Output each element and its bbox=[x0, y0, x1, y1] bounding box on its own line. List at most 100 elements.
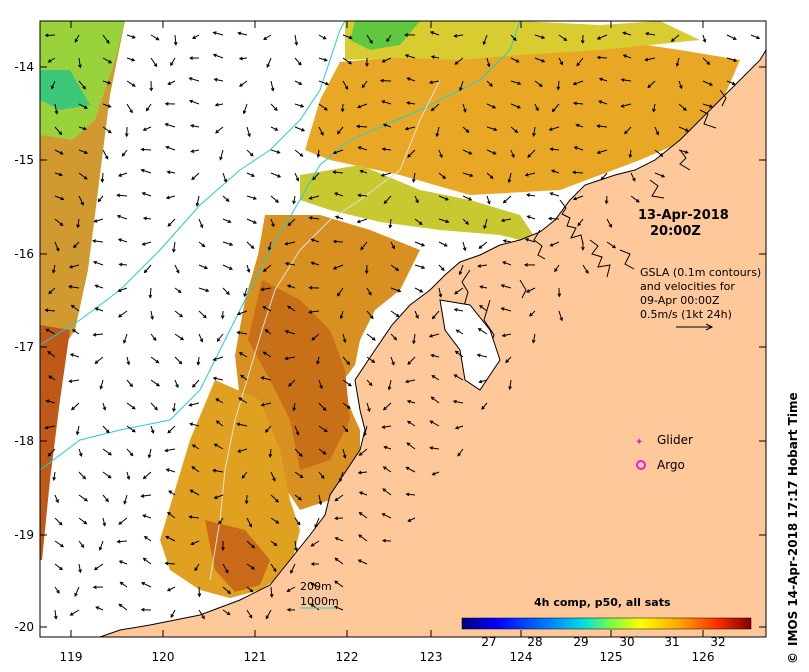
velocity-arrow bbox=[270, 540, 277, 546]
velocity-arrow bbox=[486, 103, 496, 109]
velocity-arrow-head bbox=[487, 200, 491, 205]
velocity-arrow-head bbox=[453, 34, 458, 38]
velocity-arrow-head bbox=[166, 511, 171, 516]
velocity-arrow bbox=[198, 333, 203, 342]
velocity-arrow-head bbox=[50, 85, 55, 90]
velocity-arrow bbox=[554, 264, 560, 272]
velocity-arrow bbox=[671, 34, 680, 42]
velocity-arrow bbox=[238, 397, 248, 404]
velocity-arrow bbox=[150, 425, 154, 434]
velocity-arrow bbox=[189, 100, 200, 105]
velocity-arrow bbox=[219, 149, 224, 160]
velocity-arrow-head bbox=[297, 61, 302, 66]
velocity-arrow bbox=[413, 333, 416, 344]
velocity-arrow bbox=[438, 195, 449, 201]
velocity-arrow bbox=[143, 471, 152, 479]
velocity-arrow-head bbox=[143, 269, 148, 274]
velocity-arrow bbox=[309, 310, 320, 313]
velocity-arrow bbox=[390, 264, 399, 271]
velocity-arrow bbox=[342, 356, 350, 365]
velocity-arrow-head bbox=[237, 31, 242, 36]
velocity-arrow-head bbox=[405, 492, 410, 497]
velocity-arrow-head bbox=[576, 62, 581, 67]
velocity-arrow-head bbox=[295, 177, 300, 182]
y-tick-label: -20 bbox=[14, 620, 34, 634]
velocity-arrow bbox=[48, 375, 56, 381]
velocity-arrow bbox=[126, 34, 136, 39]
velocity-arrow-head bbox=[268, 453, 273, 458]
velocity-arrow-head bbox=[684, 150, 689, 154]
velocity-arrow bbox=[118, 238, 128, 243]
isobath-1000m bbox=[40, 21, 346, 346]
velocity-arrow-head bbox=[559, 317, 563, 322]
y-tick-label: -14 bbox=[14, 60, 34, 74]
velocity-arrow-head bbox=[69, 612, 74, 616]
velocity-arrow-head bbox=[123, 500, 127, 505]
velocity-arrow-head bbox=[118, 603, 123, 608]
velocity-arrow-head bbox=[188, 77, 193, 81]
velocity-arrow-head bbox=[502, 239, 507, 243]
velocity-arrow-head bbox=[298, 81, 303, 85]
velocity-arrow bbox=[191, 149, 200, 153]
velocity-arrow-head bbox=[142, 127, 147, 131]
velocity-arrow-head bbox=[357, 559, 362, 563]
velocity-arrow bbox=[270, 218, 275, 227]
velocity-arrow bbox=[599, 78, 608, 82]
velocity-arrow bbox=[621, 79, 632, 82]
velocity-arrow bbox=[390, 241, 395, 249]
velocity-arrow-head bbox=[563, 37, 568, 42]
velocity-arrow bbox=[170, 609, 176, 618]
velocity-arrow-head bbox=[273, 542, 278, 547]
velocity-arrow bbox=[100, 379, 104, 389]
x-axis: 119 120 121 122 123 124 125 126 bbox=[60, 21, 714, 664]
velocity-arrow bbox=[407, 102, 416, 105]
velocity-arrow bbox=[290, 563, 296, 574]
velocity-arrow bbox=[165, 123, 176, 128]
velocity-arrow bbox=[576, 57, 584, 66]
x-tick-label: 121 bbox=[244, 650, 267, 664]
velocity-arrow-head bbox=[71, 329, 76, 333]
velocity-arrow bbox=[382, 425, 392, 428]
velocity-arrow bbox=[150, 333, 157, 341]
velocity-arrow-head bbox=[624, 130, 628, 135]
velocity-arrow-head bbox=[165, 468, 170, 472]
velocity-arrow-head bbox=[538, 83, 543, 88]
velocity-arrow-head bbox=[107, 474, 112, 479]
velocity-arrow-head bbox=[454, 290, 459, 295]
velocity-arrow-head bbox=[323, 106, 328, 111]
velocity-arrow-head bbox=[391, 245, 395, 250]
velocity-arrow bbox=[150, 310, 154, 320]
velocity-arrow-head bbox=[47, 59, 52, 63]
velocity-arrow bbox=[366, 333, 376, 341]
velocity-arrow-head bbox=[365, 63, 369, 68]
velocity-arrow-head bbox=[284, 356, 289, 361]
velocity-arrow bbox=[118, 310, 128, 318]
velocity-arrow bbox=[605, 195, 608, 204]
velocity-arrow-head bbox=[48, 290, 53, 295]
velocity-arrow bbox=[270, 471, 276, 481]
velocity-arrow bbox=[630, 195, 640, 203]
velocity-arrow bbox=[508, 172, 512, 183]
velocity-arrow bbox=[93, 333, 104, 336]
velocity-arrow-head bbox=[429, 446, 434, 450]
velocity-arrow-head bbox=[459, 87, 463, 92]
velocity-arrow-head bbox=[406, 420, 411, 425]
velocity-arrow bbox=[534, 34, 545, 39]
velocity-arrow-head bbox=[431, 375, 436, 379]
velocity-arrow bbox=[510, 103, 521, 109]
velocity-arrow-head bbox=[191, 383, 196, 388]
velocity-arrow-head bbox=[332, 170, 337, 175]
velocity-arrow-head bbox=[164, 561, 169, 566]
velocity-arrow-head bbox=[478, 245, 483, 249]
velocity-arrow bbox=[215, 126, 224, 134]
velocity-arrow bbox=[334, 606, 344, 611]
velocity-arrow bbox=[503, 195, 512, 204]
velocity-arrow-head bbox=[213, 495, 218, 499]
velocity-arrow-head bbox=[360, 246, 364, 251]
velocity-arrow bbox=[357, 103, 368, 108]
sst-patch-south-hot bbox=[205, 520, 270, 592]
glider-marker: ✦ bbox=[635, 437, 643, 448]
velocity-arrow-head bbox=[189, 489, 194, 494]
velocity-arrow bbox=[486, 149, 496, 155]
velocity-arrow bbox=[406, 493, 416, 496]
